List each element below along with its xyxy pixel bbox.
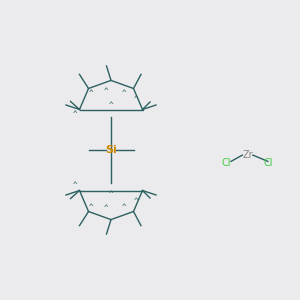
Text: ^: ^ (109, 101, 113, 110)
Text: Zr: Zr (242, 149, 253, 160)
Text: Cl: Cl (222, 158, 231, 169)
Text: ^: ^ (73, 110, 77, 119)
Text: Cl: Cl (264, 158, 273, 169)
Text: ^: ^ (88, 202, 93, 211)
Text: ^: ^ (103, 204, 108, 213)
Text: ^: ^ (88, 88, 93, 98)
Text: ^: ^ (73, 181, 77, 190)
Text: ^: ^ (109, 190, 113, 199)
Text: ^: ^ (122, 88, 126, 98)
Text: Si: Si (105, 145, 117, 155)
Text: ^: ^ (122, 202, 126, 211)
Text: ^: ^ (103, 87, 108, 96)
Text: ^: ^ (134, 196, 139, 206)
Text: ^: ^ (134, 94, 139, 103)
